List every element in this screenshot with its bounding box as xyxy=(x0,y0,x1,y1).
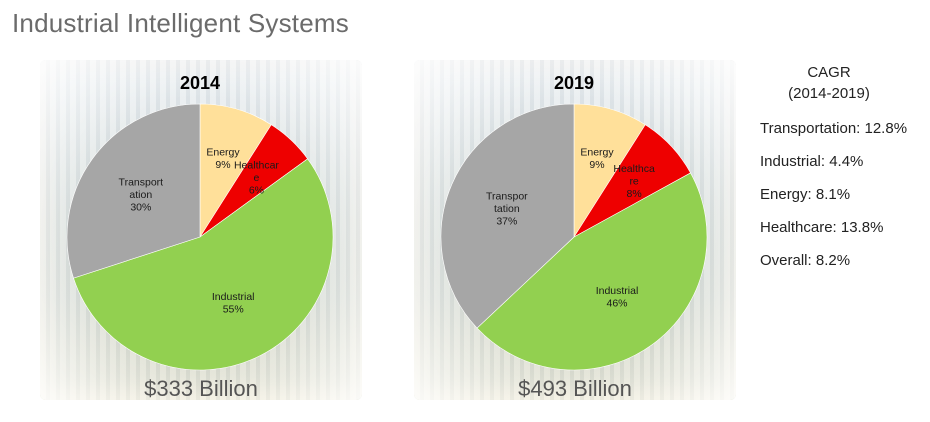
pie-chart-2019: 2019 Energy 9% Healthca re 8% Industrial 46% Tra… xyxy=(414,60,736,400)
pie-label-healthcare: Healthca re 8% xyxy=(613,163,655,200)
pie-title-2014: 2014 xyxy=(180,73,220,93)
cagr-item-transportation: Transportation: 12.8% xyxy=(760,120,908,137)
total-label-2014: $333 Billion xyxy=(144,376,258,400)
pie-slice-transportation xyxy=(66,103,201,279)
page-title: Industrial Intelligent Systems xyxy=(12,8,349,38)
pie-svg-2014: 2014 Energy 9% Healthcar e 6% Industrial 55% Tra… xyxy=(66,73,334,371)
cagr-item-industrial: Industrial: 4.4% xyxy=(760,153,864,170)
pie-title-2019: 2019 xyxy=(554,73,594,93)
pie-label-energy: Energy 9% xyxy=(206,147,240,172)
cagr-item-overall: Overall: 8.2% xyxy=(760,252,851,269)
pie-label-energy: Energy 9% xyxy=(580,147,614,172)
pie-chart-2014: 2014 Energy 9% Healthcar e 6% Industrial 55% Tra… xyxy=(40,60,362,400)
cagr-title: CAGR (2014-2019) xyxy=(760,62,898,104)
cagr-panel: CAGR (2014-2019) Transportation: 12.8% I… xyxy=(760,62,930,269)
pie-label-industrial: Industrial 46% xyxy=(596,285,639,310)
pie-label-transportation: Transport ation 30% xyxy=(119,177,164,214)
pie-slice-industrial xyxy=(73,158,334,371)
pie-label-industrial: Industrial 55% xyxy=(212,291,255,316)
pie-svg-2019: 2019 Energy 9% Healthca re 8% Industrial 46% Tra… xyxy=(440,73,708,371)
pie-label-transportation: Transpor tation 37% xyxy=(486,190,528,227)
cagr-item-healthcare: Healthcare: 13.8% xyxy=(760,219,884,236)
total-label-2019: $493 Billion xyxy=(518,376,632,400)
pie-slice-industrial xyxy=(476,172,708,371)
cagr-item-energy: Energy: 8.1% xyxy=(760,186,851,203)
pie-slice-transportation xyxy=(440,103,575,329)
cagr-title-line1: CAGR xyxy=(807,64,851,81)
pie-label-healthcare: Healthcar e 6% xyxy=(234,159,279,196)
cagr-title-line2: (2014-2019) xyxy=(788,85,870,102)
